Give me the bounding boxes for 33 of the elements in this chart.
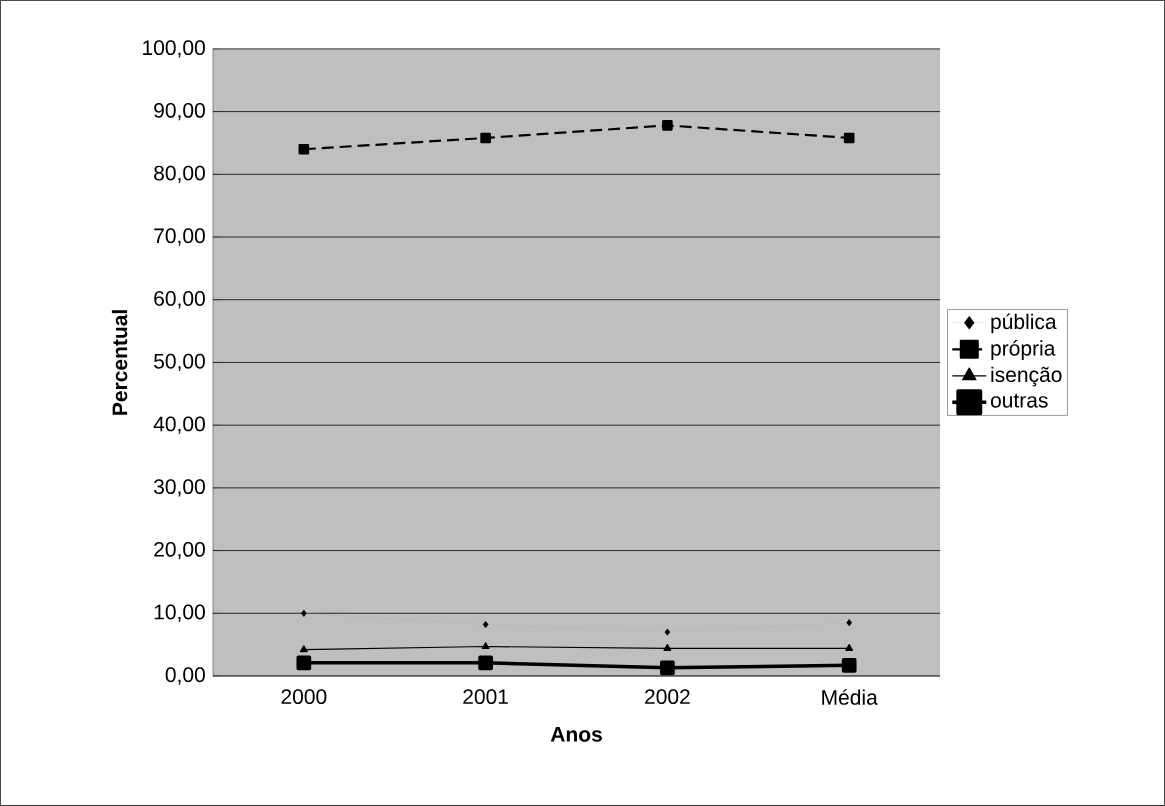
legend-label: própria	[991, 340, 1056, 360]
x-axis-title: Anos	[550, 727, 602, 742]
point	[481, 642, 490, 650]
y-tick-label: 90,00	[154, 102, 205, 121]
point	[845, 643, 854, 651]
y-tick-label: 10,00	[154, 604, 205, 622]
point	[480, 132, 491, 144]
x-tick-label: Média	[822, 689, 878, 705]
point	[663, 643, 672, 651]
x-tick-label: 2000	[281, 689, 327, 705]
y-tick-label: 40,00	[153, 416, 205, 434]
y-tick-label: 100,00	[143, 40, 205, 58]
point	[660, 660, 675, 676]
point	[841, 658, 857, 673]
point	[843, 132, 855, 144]
y-tick-label: 0,00	[165, 667, 205, 685]
legend-label: isenção	[991, 366, 1062, 387]
x-tick-label: 2001	[463, 689, 508, 705]
point	[296, 655, 312, 671]
x-tick-label: 2002	[645, 689, 690, 705]
y-tick-label: 60,00	[154, 291, 205, 309]
y-tick-label: 70,00	[154, 228, 205, 246]
legend-label: outras	[990, 393, 1048, 408]
y-tick-label: 30,00	[153, 479, 205, 497]
y-tick-label: 80,00	[154, 165, 205, 184]
point	[662, 120, 673, 131]
point	[478, 655, 493, 671]
y-tick-label: 20,00	[154, 541, 205, 560]
y-axis-title: Percentual	[111, 310, 128, 415]
point	[298, 143, 310, 155]
y-tick-label: 50,00	[154, 353, 205, 372]
point	[299, 645, 308, 653]
legend-label: pública	[991, 313, 1057, 334]
